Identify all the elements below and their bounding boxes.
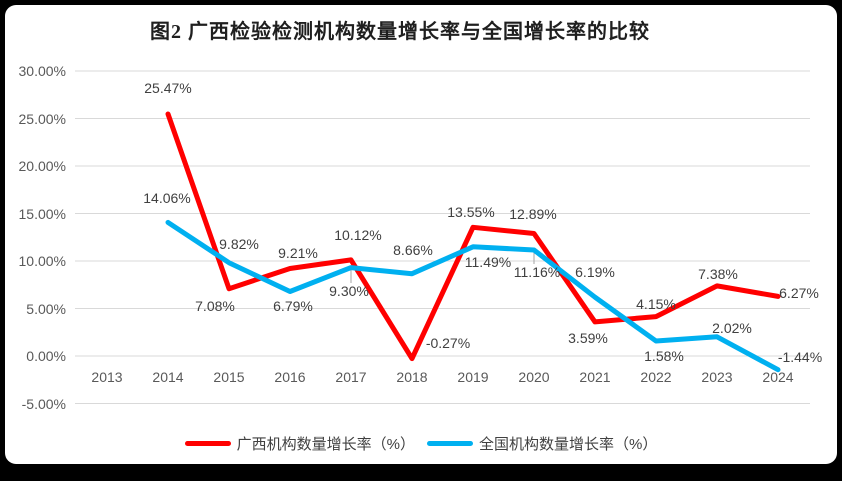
series-line-guangxi (165, 111, 781, 362)
data-label: 10.12% (334, 226, 382, 243)
chart-card (5, 5, 837, 464)
series-line-national (165, 219, 781, 373)
data-label: 12.89% (509, 205, 557, 222)
data-label: -0.27% (425, 334, 471, 351)
data-label: 4.15% (636, 295, 676, 312)
x-tick-label: 2017 (335, 369, 367, 385)
legend-label: 全国机构数量增长率（%） (479, 435, 658, 453)
legend-item: 广西机构数量增长率（%） (184, 433, 415, 454)
chart-title: 图2 广西检验检测机构数量增长率与全国增长率的比较 (150, 21, 650, 43)
y-tick-label: 5.00% (26, 300, 66, 317)
data-label: 7.08% (195, 297, 235, 314)
x-tick-label: 2014 (152, 369, 184, 385)
y-tick-label: 30.00% (18, 63, 66, 79)
y-tick-label: 10.00% (18, 253, 66, 269)
x-tick-label: 2020 (518, 369, 550, 385)
x-tick-label: 2016 (274, 369, 306, 385)
legend-item: 全国机构数量增长率（%） (427, 433, 657, 454)
chart-legend: 广西机构数量增长率（%） 全国机构数量增长率（%） (0, 432, 842, 454)
legend-line-swatch (184, 440, 231, 446)
data-label: 6.19% (575, 264, 615, 281)
data-label: 11.16% (513, 263, 561, 280)
y-tick-label: 15.00% (18, 205, 66, 222)
y-tick-label: -5.00% (21, 395, 66, 412)
data-label: 7.38% (698, 265, 738, 282)
data-label: -1.44% (777, 348, 823, 365)
data-label: 9.21% (278, 244, 318, 261)
data-label: 14.06% (143, 190, 191, 207)
x-tick-label: 2018 (396, 369, 428, 385)
data-label: 9.82% (219, 235, 259, 252)
data-label: 3.59% (568, 329, 608, 346)
x-tick-label: 2024 (762, 369, 794, 385)
y-tick-label: 25.00% (18, 110, 66, 127)
y-tick-label: 20.00% (18, 158, 66, 174)
x-tick-label: 2022 (640, 369, 672, 385)
data-label: 1.58% (644, 347, 684, 364)
x-tick-label: 2013 (91, 369, 123, 385)
data-label: 25.47% (144, 80, 192, 97)
data-label: 11.49% (464, 253, 512, 270)
x-tick-label: 2021 (579, 369, 611, 385)
legend-label: 广西机构数量增长率（%） (236, 435, 415, 453)
legend-line-swatch (427, 440, 473, 446)
x-tick-label: 2015 (213, 369, 245, 385)
data-label: 2.02% (712, 319, 752, 336)
data-label: 6.79% (273, 298, 313, 315)
x-tick-label: 2019 (457, 369, 489, 385)
data-label: 9.30% (329, 282, 369, 299)
x-tick-label: 2023 (701, 369, 733, 385)
data-label: 8.66% (393, 241, 433, 258)
y-tick-label: 0.00% (26, 348, 66, 364)
data-label: 6.27% (779, 285, 819, 302)
data-label: 13.55% (447, 204, 495, 221)
